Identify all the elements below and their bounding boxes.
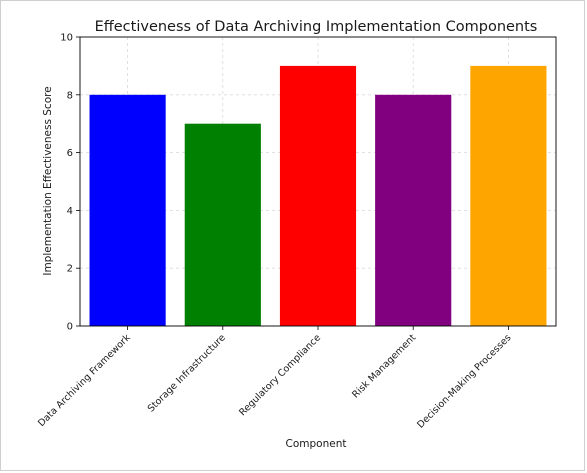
y-tick-label: 10 bbox=[60, 33, 73, 44]
y-tick-label: 4 bbox=[67, 206, 73, 217]
x-tick-label: Data Archiving Framework bbox=[36, 332, 133, 429]
bar bbox=[89, 94, 166, 326]
y-ticks: 0 2 4 6 8 10 bbox=[60, 33, 80, 333]
y-tick-label: 2 bbox=[67, 264, 73, 275]
bar bbox=[375, 94, 452, 326]
chart-title: Effectiveness of Data Archiving Implemen… bbox=[95, 19, 538, 35]
x-tick-label: Storage Infrastructure bbox=[146, 332, 228, 414]
x-axis-label: Component bbox=[286, 438, 347, 450]
bar bbox=[184, 123, 261, 326]
bars-layer bbox=[89, 65, 547, 327]
x-tick-label: Decision-Making Processes bbox=[415, 332, 513, 430]
y-tick-label: 8 bbox=[67, 90, 73, 101]
y-axis-label: Implementation Effectiveness Score bbox=[42, 86, 54, 275]
x-ticks: Data Archiving Framework Storage Infrastr… bbox=[36, 326, 514, 431]
bar bbox=[470, 65, 547, 327]
y-tick-label: 0 bbox=[67, 322, 73, 333]
bar bbox=[279, 65, 357, 327]
x-tick-label: Regulatory Compliance bbox=[237, 332, 323, 418]
x-tick-label: Risk Management bbox=[350, 332, 418, 400]
y-tick-label: 6 bbox=[67, 148, 73, 159]
